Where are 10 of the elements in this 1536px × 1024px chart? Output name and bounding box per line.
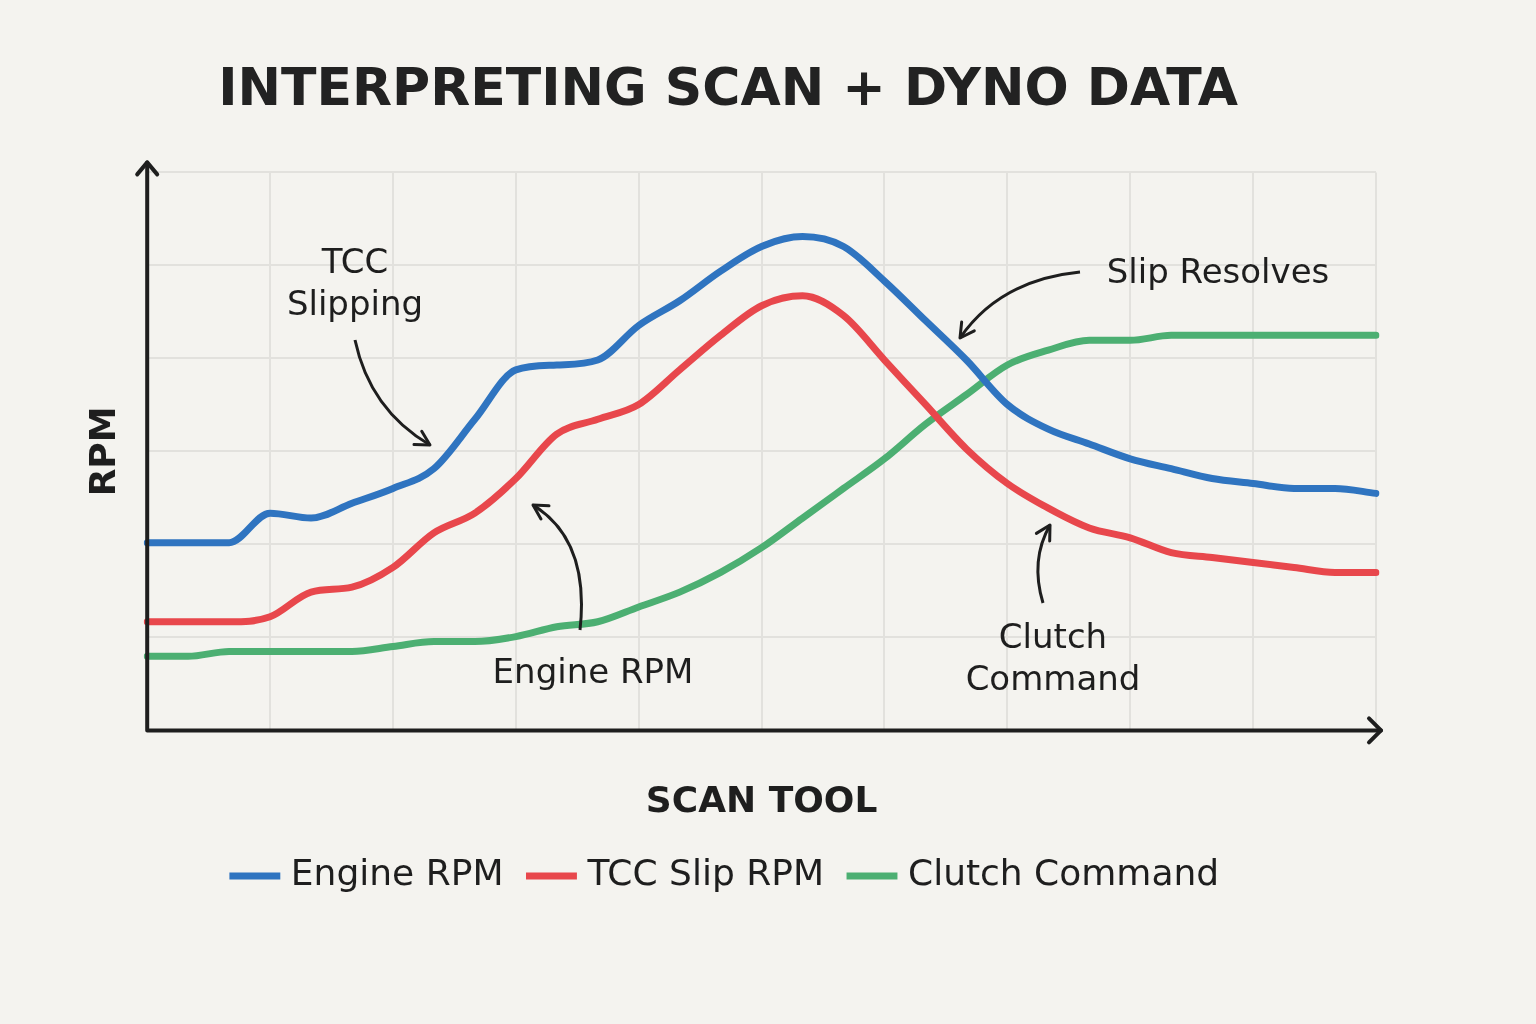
annotation: Clutch Command bbox=[964, 615, 1142, 699]
y-axis-title: RPM bbox=[81, 406, 123, 497]
legend-label: Engine RPM bbox=[290, 852, 504, 894]
annotation: TCC Slipping bbox=[285, 240, 425, 324]
annotation: Slip Resolves bbox=[1105, 250, 1331, 292]
annotation: Engine RPM bbox=[491, 650, 695, 692]
chart-title: INTERPRETING SCAN + DYNO DATA bbox=[218, 56, 1238, 117]
x-axis-title: SCAN TOOL bbox=[645, 778, 878, 820]
legend-label: Clutch Command bbox=[907, 852, 1220, 894]
legend-label: TCC Slip RPM bbox=[586, 852, 824, 894]
